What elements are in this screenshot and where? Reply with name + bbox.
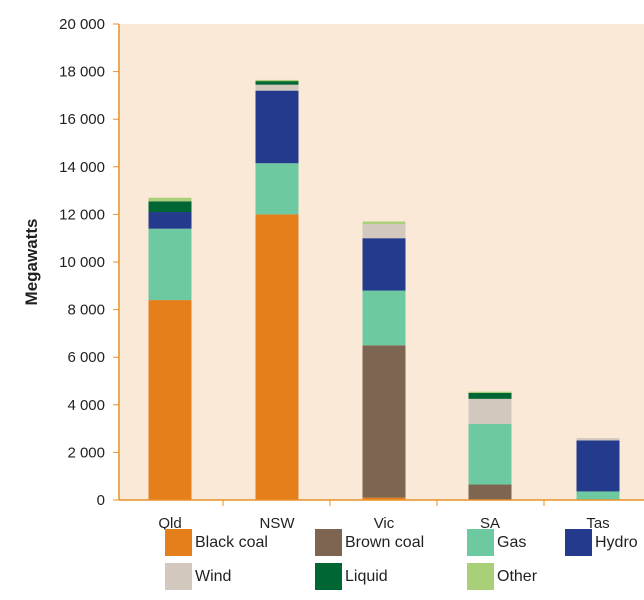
bar-segment-sa-wind <box>468 398 512 424</box>
bar-segment-vic-other <box>362 221 406 224</box>
bar-segment-nsw-wind <box>255 84 299 91</box>
bar-segment-tas-hydro <box>576 440 620 492</box>
y-tick-label: 12 000 <box>59 206 105 223</box>
bar-segment-qld-black-coal <box>148 300 192 500</box>
bar-segment-nsw-hydro <box>255 90 299 164</box>
x-tick-label: Tas <box>586 515 609 532</box>
bar-segment-sa-other <box>468 391 512 393</box>
x-tick-label: Qld <box>158 515 181 532</box>
y-tick-label: 14 000 <box>59 159 105 176</box>
bar-segment-qld-hydro <box>148 212 192 229</box>
bar-segment-tas-wind <box>576 438 620 441</box>
y-axis-ticks: 0 2 000 4 000 6 000 8 000 10 000 12 000 14 000 1… <box>59 16 119 509</box>
bar-segment-sa-gas <box>468 423 512 485</box>
y-tick-label: 10 000 <box>59 254 105 271</box>
bar-segment-qld-other <box>148 197 192 202</box>
y-tick-label: 8 000 <box>67 302 105 319</box>
bar-segment-vic-hydro <box>362 238 406 291</box>
y-tick-label: 0 <box>97 492 105 509</box>
y-tick-label: 4 000 <box>67 397 105 414</box>
bar-segment-nsw-gas <box>255 163 299 215</box>
x-tick-label: SA <box>480 515 500 532</box>
bars-group <box>148 79 620 500</box>
bar-segment-vic-brown-coal <box>362 345 406 498</box>
y-tick-label: 18 000 <box>59 64 105 81</box>
bar-segment-sa-brown-coal <box>468 484 512 500</box>
bar-segment-tas-gas <box>576 491 620 500</box>
x-axis-ticks: Qld NSW Vic SA Tas <box>158 500 610 532</box>
x-tick-label: Vic <box>374 515 395 532</box>
bar-segment-vic-black-coal <box>362 497 406 500</box>
y-tick-label: 20 000 <box>59 16 105 33</box>
bar-segment-nsw-other <box>255 79 299 82</box>
bar-segment-vic-wind <box>362 223 406 239</box>
bar-segment-nsw-black-coal <box>255 214 299 500</box>
bar-segment-qld-gas <box>148 228 192 301</box>
y-tick-label: 6 000 <box>67 349 105 366</box>
bar-segment-qld-liquid <box>148 201 192 213</box>
x-tick-label: NSW <box>260 515 296 532</box>
y-axis-title: Megawatts <box>22 219 41 306</box>
y-tick-label: 16 000 <box>59 111 105 128</box>
bar-segment-vic-gas <box>362 290 406 346</box>
bar-segment-nsw-liquid <box>255 81 299 85</box>
bar-segment-sa-liquid <box>468 392 512 399</box>
y-tick-label: 2 000 <box>67 444 105 461</box>
